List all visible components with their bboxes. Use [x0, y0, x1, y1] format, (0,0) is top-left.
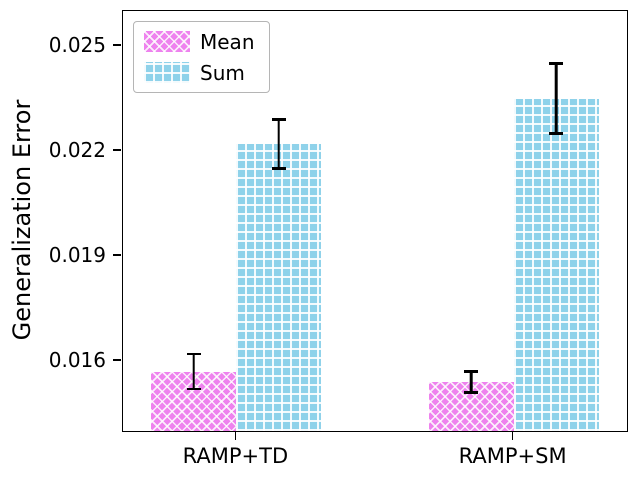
- legend-entry-sum: Sum: [144, 62, 255, 83]
- y-tick-label: 0.022: [48, 138, 106, 162]
- error-bar-line: [277, 119, 281, 169]
- mean-legend-swatch: [144, 31, 190, 52]
- bar-sum-ramp-sm: [513, 98, 599, 431]
- bar-sum-ramp-td: [236, 144, 322, 431]
- error-bar-cap-bottom: [549, 132, 564, 135]
- legend: Mean Sum: [133, 21, 270, 93]
- legend-label-sum: Sum: [200, 60, 245, 85]
- y-tick-mark: [113, 359, 121, 361]
- legend-label-mean: Mean: [200, 29, 255, 54]
- y-tick-label: 0.016: [48, 348, 106, 372]
- error-bar-line: [469, 371, 473, 393]
- x-tick-mark: [234, 431, 237, 440]
- y-tick-mark: [113, 254, 121, 256]
- error-bar-cap-top: [271, 118, 286, 121]
- x-tick-mark: [511, 431, 514, 440]
- error-bar-sum-ramp-sm: [548, 62, 564, 135]
- y-tick-label: 0.019: [48, 243, 106, 267]
- plot-area: Mean Sum: [122, 10, 628, 432]
- legend-entry-mean: Mean: [144, 31, 255, 52]
- error-bar-cap-bottom: [464, 391, 479, 394]
- y-tick-label: 0.025: [48, 33, 106, 57]
- error-bar-cap-top: [549, 62, 564, 65]
- error-bar-mean-ramp-td: [186, 352, 202, 391]
- sum-legend-swatch: [144, 62, 190, 83]
- y-tick-mark: [113, 149, 121, 151]
- error-bar-mean-ramp-sm: [463, 370, 479, 394]
- error-bar-line: [554, 63, 558, 134]
- x-tick-label: RAMP+TD: [182, 444, 289, 468]
- error-bar-cap-top: [186, 352, 201, 356]
- error-bar-cap-bottom: [271, 167, 286, 170]
- y-tick-mark: [113, 44, 121, 46]
- error-bar-line: [192, 354, 196, 389]
- error-bar-sum-ramp-td: [271, 118, 287, 170]
- error-bar-cap-top: [464, 370, 479, 373]
- x-tick-label: RAMP+SM: [458, 444, 567, 468]
- y-axis-label: Generalization Error: [8, 99, 36, 341]
- error-bar-cap-bottom: [186, 387, 201, 391]
